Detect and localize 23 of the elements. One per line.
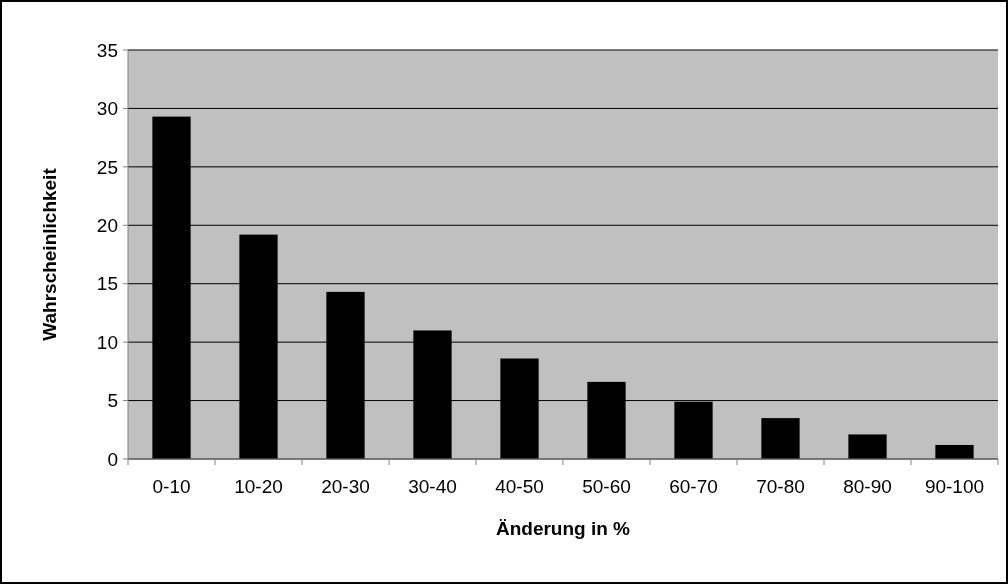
x-tick-label: 0-10 [152,476,191,497]
bar [761,418,800,459]
y-tick-label: 15 [96,273,118,295]
y-tick-label: 30 [96,98,118,120]
x-tick-label: 20-30 [321,476,370,497]
x-tick-label: 90-100 [924,476,985,497]
x-tick-label: 40-50 [495,476,544,497]
y-tick-label: 10 [96,331,118,353]
y-tick-label: 5 [107,390,118,412]
x-tick-label: 30-40 [408,476,457,497]
x-axis-title: Änderung in % [495,518,631,539]
x-tick-label: 80-90 [843,476,892,497]
x-tick-label: 50-60 [582,476,631,497]
x-tick-label: 70-80 [756,476,805,497]
y-tick-label: 20 [96,214,118,236]
y-tick-label: 35 [96,39,118,61]
y-tick-label: 0 [107,448,118,470]
bar [935,444,974,459]
x-tick-label: 10-20 [234,476,283,497]
y-tick-label: 25 [96,156,118,178]
bar [848,434,887,459]
y-axis-title: Wahrscheinlichkeit [39,167,60,341]
x-tick-label: 60-70 [669,476,718,497]
